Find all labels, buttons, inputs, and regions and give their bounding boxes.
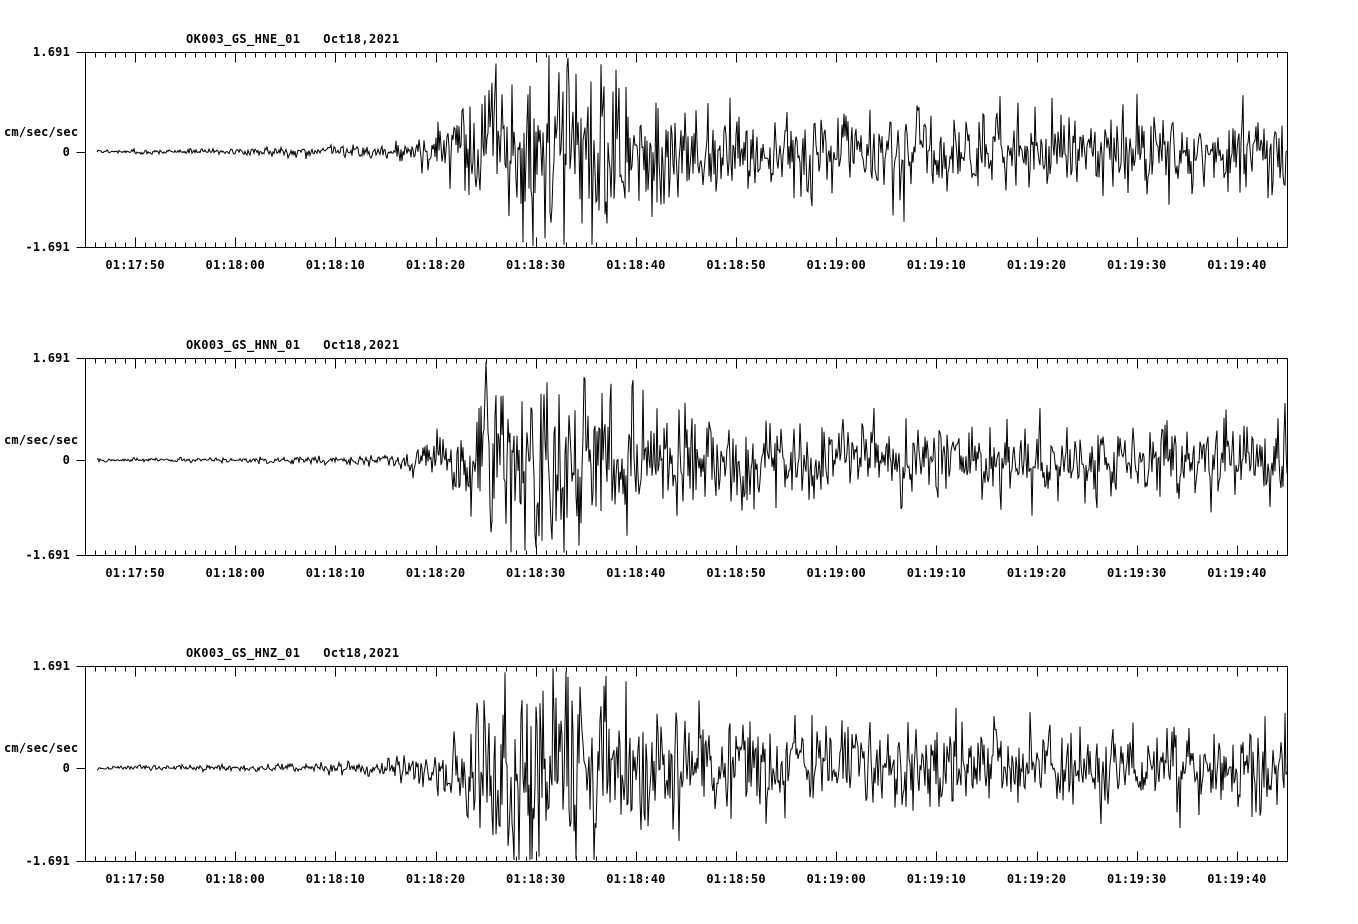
xtick-label-2-8: 01:19:10 [906,566,967,580]
xtick-label-1-1: 01:18:00 [205,258,265,272]
xtick-label-2-6: 01:18:50 [706,566,766,580]
y-axis-unit-label-1: cm/sec/sec [4,125,79,139]
xtick-label-1-11: 01:19:40 [1207,258,1267,272]
ytick-label-zero-2: 0 [62,453,70,467]
xtick-label-1-4: 01:18:30 [506,258,566,272]
ytick-label-max-3: 1.691 [32,659,70,673]
xtick-label-1-0: 01:17:50 [105,258,165,272]
xtick-label-1-2: 01:18:10 [305,258,366,272]
xtick-label-1-9: 01:19:20 [1006,258,1067,272]
xtick-label-3-4: 01:18:30 [506,872,566,886]
xtick-label-3-9: 01:19:20 [1006,872,1067,886]
xtick-label-2-7: 01:19:00 [806,566,866,580]
panel-title-3: OK003_GS_HNZ_01 Oct18,2021 [186,646,400,660]
xtick-label-3-3: 01:18:20 [405,872,466,886]
xtick-label-1-10: 01:19:30 [1107,258,1167,272]
xtick-label-1-6: 01:18:50 [706,258,766,272]
ytick-label-max-2: 1.691 [32,351,70,365]
xtick-label-2-1: 01:18:00 [205,566,265,580]
xtick-label-1-7: 01:19:00 [806,258,866,272]
xtick-label-2-9: 01:19:20 [1006,566,1067,580]
xtick-label-3-11: 01:19:40 [1207,872,1267,886]
xtick-label-3-10: 01:19:30 [1107,872,1167,886]
ytick-label-min-3: -1.691 [25,854,70,868]
xtick-label-3-1: 01:18:00 [205,872,265,886]
xtick-label-2-10: 01:19:30 [1107,566,1167,580]
xtick-label-2-5: 01:18:40 [606,566,666,580]
panel-title-1: OK003_GS_HNE_01 Oct18,2021 [186,32,400,46]
xtick-label-3-8: 01:19:10 [906,872,967,886]
y-axis-unit-label-2: cm/sec/sec [4,433,79,447]
xtick-label-3-2: 01:18:10 [305,872,366,886]
xtick-label-2-11: 01:19:40 [1207,566,1267,580]
xtick-label-1-5: 01:18:40 [606,258,666,272]
xtick-label-1-3: 01:18:20 [405,258,466,272]
ytick-label-min-2: -1.691 [25,548,70,562]
xtick-label-1-8: 01:19:10 [906,258,967,272]
ytick-label-max-1: 1.691 [32,45,70,59]
xtick-label-3-6: 01:18:50 [706,872,766,886]
waveform-trace-1 [96,55,1288,247]
y-axis-unit-label-3: cm/sec/sec [4,741,79,755]
xtick-label-2-3: 01:18:20 [405,566,466,580]
xtick-label-3-0: 01:17:50 [105,872,165,886]
xtick-label-3-5: 01:18:40 [606,872,666,886]
panel-title-2: OK003_GS_HNN_01 Oct18,2021 [186,338,400,352]
xtick-label-3-7: 01:19:00 [806,872,866,886]
waveform-trace-3 [96,668,1288,861]
xtick-label-2-4: 01:18:30 [506,566,566,580]
ytick-label-zero-3: 0 [62,761,70,775]
ytick-label-zero-1: 0 [62,145,70,159]
waveform-trace-2 [96,361,1288,553]
xtick-label-2-2: 01:18:10 [305,566,366,580]
xtick-label-2-0: 01:17:50 [105,566,165,580]
ytick-label-min-1: -1.691 [25,240,70,254]
